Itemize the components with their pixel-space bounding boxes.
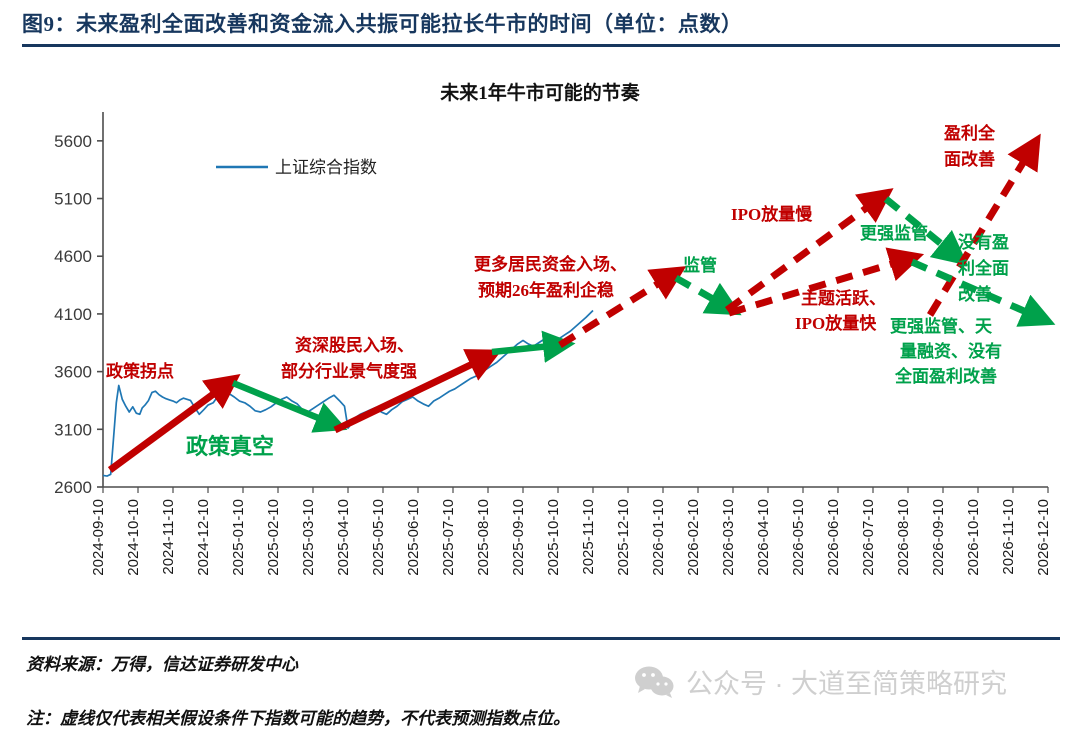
x-tick-label: 2026-03-10 xyxy=(720,499,737,576)
y-tick-label: 5600 xyxy=(54,132,92,151)
arrow-regulation-down xyxy=(674,274,742,316)
arrow-consolidation xyxy=(491,330,576,363)
x-tick-label: 2025-03-10 xyxy=(300,499,317,576)
x-tick-label: 2026-01-10 xyxy=(650,499,667,576)
y-tick-label: 3600 xyxy=(54,363,92,382)
x-tick-label: 2026-02-10 xyxy=(685,499,702,576)
annotation-veteran-investors: 资深股民入场、 部分行业景气度强 xyxy=(281,335,418,381)
x-tick-label: 2026-09-10 xyxy=(930,499,947,576)
watermark-text: 公众号 · 大道至简策略研究 xyxy=(686,669,1007,699)
watermark: 公众号 · 大道至简策略研究 xyxy=(634,662,1007,701)
note-text: 注：虚线仅代表相关假设条件下指数可能的趋势，不代表预测指数点位。 xyxy=(26,709,570,728)
x-tick-label: 2025-05-10 xyxy=(370,499,387,576)
x-tick-label: 2026-10-10 xyxy=(965,499,982,576)
annotation-stronger-regulation-huge-financing: 更强监管、天 量融资、没有 全面盈利改善 xyxy=(890,316,1006,386)
x-tick-label: 2025-12-10 xyxy=(615,499,632,576)
annotation-theme-active-ipo-fast: 主题活跃、 IPO放量快 xyxy=(795,288,890,333)
x-tick-label: 2024-12-10 xyxy=(195,499,212,576)
x-tick-label: 2026-08-10 xyxy=(895,499,912,576)
y-tick-label: 4600 xyxy=(54,247,92,266)
annotation-no-full-earnings-improvement: 没有盈 利全面 改善 xyxy=(958,232,1013,304)
x-tick-label: 2025-06-10 xyxy=(405,499,422,576)
legend-label: 上证综合指数 xyxy=(275,158,377,177)
y-axis-ticks: 2600 3100 3600 4100 4600 5100 5600 xyxy=(54,132,103,497)
arrow-policy-turn xyxy=(107,374,241,473)
x-tick-label: 2025-09-10 xyxy=(510,499,527,576)
x-tick-label: 2025-10-10 xyxy=(545,499,562,576)
arrow-ipo-slow-up xyxy=(724,188,894,313)
source-text: 资料来源：万得，信达证券研发中心 xyxy=(26,655,298,674)
annotation-overlay: 政策拐点 政策真空 资深股民入场、 部分行业景气度强 更多居民资金入场、 预期2… xyxy=(106,123,1013,459)
x-tick-label: 2026-04-10 xyxy=(755,499,772,576)
header-rule xyxy=(22,44,1060,47)
x-tick-label: 2024-09-10 xyxy=(90,499,107,576)
annotation-regulation: 监管 xyxy=(683,255,717,275)
footer-rule xyxy=(22,637,1060,640)
x-axis-ticks: 2024-09-10 2024-10-10 2024-11-10 2024-12-10… xyxy=(90,487,1052,576)
x-tick-label: 2025-04-10 xyxy=(335,499,352,576)
arrow-veteran-rally xyxy=(333,349,503,434)
axis-group xyxy=(102,112,1048,488)
arrow-overlay xyxy=(107,133,1056,473)
x-tick-label: 2025-07-10 xyxy=(440,499,457,576)
arrow-no-earnings-down xyxy=(910,258,1056,327)
annotation-ipo-slow: IPO放量慢 xyxy=(731,204,813,224)
x-tick-label: 2024-11-10 xyxy=(160,499,177,575)
annotation-more-household-capital: 更多居民资金入场、 预期26年盈利企稳 xyxy=(474,254,631,300)
arrow-policy-vacuum xyxy=(231,379,348,433)
x-tick-label: 2026-12-10 xyxy=(1035,499,1052,576)
chart-legend: 上证综合指数 xyxy=(216,158,377,177)
x-tick-label: 2026-05-10 xyxy=(790,499,807,576)
annotation-policy-vacuum: 政策真空 xyxy=(186,434,274,459)
chart-title: 未来1年牛市可能的节奏 xyxy=(440,83,640,104)
wechat-icon xyxy=(634,665,674,699)
x-tick-label: 2026-06-10 xyxy=(825,499,842,576)
x-tick-label: 2025-01-10 xyxy=(230,499,247,576)
page-title: 图9：未来盈利全面改善和资金流入共振可能拉长牛市的时间（单位：点数） xyxy=(22,12,743,36)
arrow-earnings-improve-up xyxy=(927,133,1041,317)
x-tick-label: 2026-07-10 xyxy=(860,499,877,576)
annotation-stronger-regulation: 更强监管 xyxy=(860,223,928,243)
x-tick-label: 2026-11-10 xyxy=(1000,499,1017,575)
annotation-full-earnings-improvement: 盈利全 面改善 xyxy=(943,123,999,169)
x-tick-label: 2025-11-10 xyxy=(580,499,597,575)
y-tick-label: 4100 xyxy=(54,305,92,324)
x-tick-label: 2025-08-10 xyxy=(475,499,492,576)
y-tick-label: 3100 xyxy=(54,420,92,439)
y-tick-label: 2600 xyxy=(54,478,92,497)
arrow-household-capital xyxy=(558,266,687,348)
x-tick-label: 2024-10-10 xyxy=(125,499,142,576)
y-tick-label: 5100 xyxy=(54,190,92,209)
annotation-policy-turning-point: 政策拐点 xyxy=(106,361,174,381)
arrow-theme-active-up xyxy=(727,247,925,317)
arrow-stronger-regulation-down xyxy=(883,196,969,266)
x-tick-label: 2025-02-10 xyxy=(265,499,282,576)
